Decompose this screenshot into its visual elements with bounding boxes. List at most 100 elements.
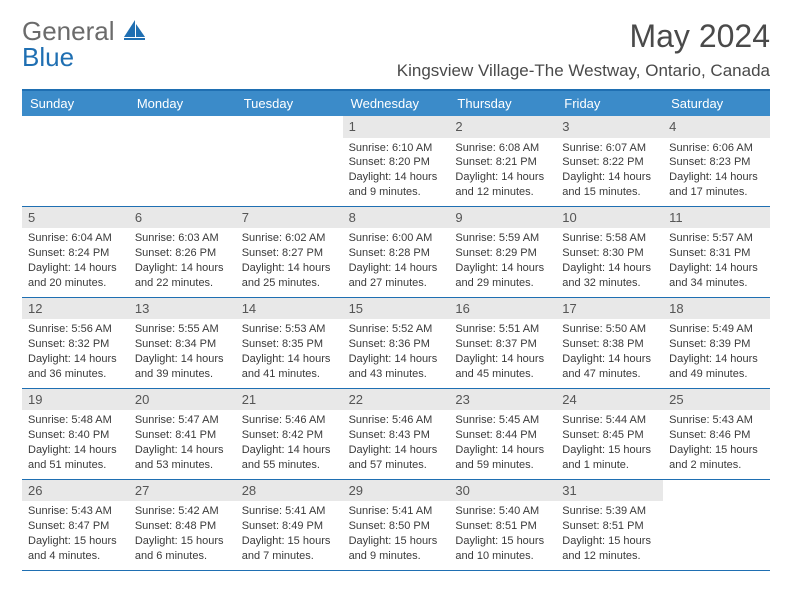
day-cell: 25Sunrise: 5:43 AMSunset: 8:46 PMDayligh… [663, 389, 770, 479]
day-cell: 11Sunrise: 5:57 AMSunset: 8:31 PMDayligh… [663, 207, 770, 297]
sunset-line: Sunset: 8:37 PM [455, 337, 550, 352]
sunrise-line: Sunrise: 6:00 AM [349, 231, 444, 246]
sunrise-line: Sunrise: 5:44 AM [562, 413, 657, 428]
daylight-line: Daylight: 14 hours and 36 minutes. [28, 352, 123, 382]
day-number: 23 [449, 389, 556, 411]
day-header: Wednesday [343, 91, 450, 116]
daylight-line: Daylight: 14 hours and 22 minutes. [135, 261, 230, 291]
header: General Blue May 2024 Kingsview Village-… [22, 18, 770, 81]
sunset-line: Sunset: 8:40 PM [28, 428, 123, 443]
sunrise-line: Sunrise: 5:41 AM [242, 504, 337, 519]
sunset-line: Sunset: 8:22 PM [562, 155, 657, 170]
day-cell [663, 480, 770, 570]
title-block: May 2024 Kingsview Village-The Westway, … [397, 18, 770, 81]
logo: General Blue [22, 18, 146, 70]
sunrise-line: Sunrise: 6:03 AM [135, 231, 230, 246]
day-header: Tuesday [236, 91, 343, 116]
sunset-line: Sunset: 8:27 PM [242, 246, 337, 261]
sunrise-line: Sunrise: 5:46 AM [349, 413, 444, 428]
sunset-line: Sunset: 8:47 PM [28, 519, 123, 534]
day-number: 10 [556, 207, 663, 229]
day-number: 25 [663, 389, 770, 411]
sunrise-line: Sunrise: 6:10 AM [349, 141, 444, 156]
day-cell: 4Sunrise: 6:06 AMSunset: 8:23 PMDaylight… [663, 116, 770, 206]
day-cell: 23Sunrise: 5:45 AMSunset: 8:44 PMDayligh… [449, 389, 556, 479]
sunrise-line: Sunrise: 5:41 AM [349, 504, 444, 519]
daylight-line: Daylight: 15 hours and 4 minutes. [28, 534, 123, 564]
day-cell: 27Sunrise: 5:42 AMSunset: 8:48 PMDayligh… [129, 480, 236, 570]
daylight-line: Daylight: 14 hours and 43 minutes. [349, 352, 444, 382]
day-cell: 16Sunrise: 5:51 AMSunset: 8:37 PMDayligh… [449, 298, 556, 388]
sunrise-line: Sunrise: 5:45 AM [455, 413, 550, 428]
daylight-line: Daylight: 14 hours and 20 minutes. [28, 261, 123, 291]
sunset-line: Sunset: 8:51 PM [455, 519, 550, 534]
sunrise-line: Sunrise: 5:59 AM [455, 231, 550, 246]
day-cell: 26Sunrise: 5:43 AMSunset: 8:47 PMDayligh… [22, 480, 129, 570]
sunrise-line: Sunrise: 5:52 AM [349, 322, 444, 337]
day-number: 4 [663, 116, 770, 138]
week-row: 5Sunrise: 6:04 AMSunset: 8:24 PMDaylight… [22, 207, 770, 298]
sunset-line: Sunset: 8:35 PM [242, 337, 337, 352]
daylight-line: Daylight: 14 hours and 39 minutes. [135, 352, 230, 382]
daylight-line: Daylight: 14 hours and 29 minutes. [455, 261, 550, 291]
sunrise-line: Sunrise: 5:57 AM [669, 231, 764, 246]
daylight-line: Daylight: 14 hours and 9 minutes. [349, 170, 444, 200]
day-number: 3 [556, 116, 663, 138]
sunset-line: Sunset: 8:36 PM [349, 337, 444, 352]
daylight-line: Daylight: 14 hours and 41 minutes. [242, 352, 337, 382]
sunrise-line: Sunrise: 5:42 AM [135, 504, 230, 519]
weeks-container: 1Sunrise: 6:10 AMSunset: 8:20 PMDaylight… [22, 116, 770, 571]
sunrise-line: Sunrise: 5:55 AM [135, 322, 230, 337]
logo-sail-icon [124, 18, 146, 44]
sunrise-line: Sunrise: 5:43 AM [28, 504, 123, 519]
day-cell: 29Sunrise: 5:41 AMSunset: 8:50 PMDayligh… [343, 480, 450, 570]
day-number: 21 [236, 389, 343, 411]
sunset-line: Sunset: 8:38 PM [562, 337, 657, 352]
daylight-line: Daylight: 14 hours and 49 minutes. [669, 352, 764, 382]
sunset-line: Sunset: 8:26 PM [135, 246, 230, 261]
day-cell: 28Sunrise: 5:41 AMSunset: 8:49 PMDayligh… [236, 480, 343, 570]
day-number: 28 [236, 480, 343, 502]
day-cell: 12Sunrise: 5:56 AMSunset: 8:32 PMDayligh… [22, 298, 129, 388]
day-number: 12 [22, 298, 129, 320]
location: Kingsview Village-The Westway, Ontario, … [397, 61, 770, 81]
month-title: May 2024 [397, 18, 770, 55]
day-number: 18 [663, 298, 770, 320]
day-cell: 10Sunrise: 5:58 AMSunset: 8:30 PMDayligh… [556, 207, 663, 297]
day-number: 6 [129, 207, 236, 229]
day-number: 29 [343, 480, 450, 502]
daylight-line: Daylight: 15 hours and 10 minutes. [455, 534, 550, 564]
daylight-line: Daylight: 14 hours and 55 minutes. [242, 443, 337, 473]
day-number: 14 [236, 298, 343, 320]
sunset-line: Sunset: 8:51 PM [562, 519, 657, 534]
day-cell: 17Sunrise: 5:50 AMSunset: 8:38 PMDayligh… [556, 298, 663, 388]
sunset-line: Sunset: 8:34 PM [135, 337, 230, 352]
week-row: 12Sunrise: 5:56 AMSunset: 8:32 PMDayligh… [22, 298, 770, 389]
daylight-line: Daylight: 15 hours and 7 minutes. [242, 534, 337, 564]
day-cell: 20Sunrise: 5:47 AMSunset: 8:41 PMDayligh… [129, 389, 236, 479]
day-number: 13 [129, 298, 236, 320]
day-number: 11 [663, 207, 770, 229]
sunset-line: Sunset: 8:30 PM [562, 246, 657, 261]
daylight-line: Daylight: 15 hours and 12 minutes. [562, 534, 657, 564]
day-number: 27 [129, 480, 236, 502]
sunrise-line: Sunrise: 5:56 AM [28, 322, 123, 337]
daylight-line: Daylight: 14 hours and 34 minutes. [669, 261, 764, 291]
sunset-line: Sunset: 8:39 PM [669, 337, 764, 352]
sunrise-line: Sunrise: 6:06 AM [669, 141, 764, 156]
sunset-line: Sunset: 8:29 PM [455, 246, 550, 261]
sunrise-line: Sunrise: 5:46 AM [242, 413, 337, 428]
day-number: 24 [556, 389, 663, 411]
day-number: 16 [449, 298, 556, 320]
daylight-line: Daylight: 14 hours and 47 minutes. [562, 352, 657, 382]
week-row: 19Sunrise: 5:48 AMSunset: 8:40 PMDayligh… [22, 389, 770, 480]
day-headers: SundayMondayTuesdayWednesdayThursdayFrid… [22, 91, 770, 116]
sunset-line: Sunset: 8:45 PM [562, 428, 657, 443]
day-number: 30 [449, 480, 556, 502]
day-cell: 1Sunrise: 6:10 AMSunset: 8:20 PMDaylight… [343, 116, 450, 206]
day-number: 1 [343, 116, 450, 138]
sunrise-line: Sunrise: 5:39 AM [562, 504, 657, 519]
day-number: 7 [236, 207, 343, 229]
sunset-line: Sunset: 8:42 PM [242, 428, 337, 443]
day-cell: 24Sunrise: 5:44 AMSunset: 8:45 PMDayligh… [556, 389, 663, 479]
